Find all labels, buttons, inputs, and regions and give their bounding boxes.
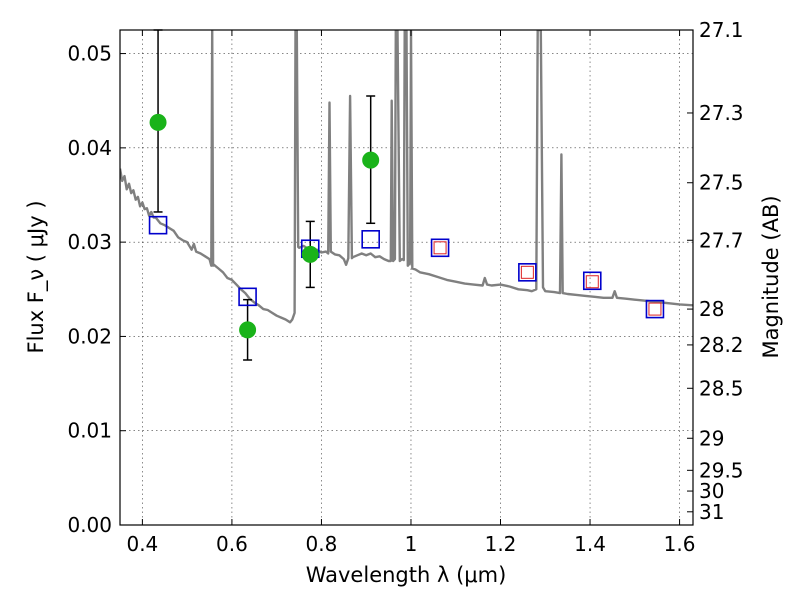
right-tick-label: 28 (699, 297, 724, 321)
x-tick-label: 0.4 (126, 532, 158, 556)
right-tick-label: 27.1 (699, 18, 744, 42)
x-tick-label: 0.8 (306, 532, 338, 556)
model-band-inner-square (585, 275, 599, 289)
model-band-square (361, 230, 380, 249)
right-tick-label: 28.2 (699, 333, 744, 357)
observed-point (362, 151, 380, 169)
x-tick-label: 1.2 (485, 532, 517, 556)
x-tick-label: 0.6 (216, 532, 248, 556)
right-tick-label: 27.3 (699, 101, 744, 125)
model-band-inner-square (433, 241, 447, 255)
model-band-square (148, 215, 168, 235)
y-tick-label: 0.03 (67, 230, 112, 254)
right-tick-label: 30 (699, 479, 724, 503)
y-tick-label: 0.01 (67, 419, 112, 443)
plot-frame (119, 29, 694, 526)
right-tick-label: 31 (699, 500, 724, 524)
y-tick-label: 0.00 (67, 513, 112, 537)
right-tick-label: 27.7 (699, 228, 744, 252)
spectrum-line (120, 30, 693, 324)
y-axis-label: Flux F_ν ( μJy ) (24, 200, 49, 353)
right-tick-label: 29 (699, 426, 724, 450)
model-band-inner-square (520, 265, 534, 279)
model-spectrum (120, 30, 693, 324)
x-axis-label: Wavelength λ (μm) (306, 563, 507, 587)
right-tick-label: 29.5 (699, 458, 744, 482)
right-tick-label: 28.5 (699, 376, 744, 400)
model-band-inner-square (648, 302, 662, 316)
model-band-square (430, 238, 450, 258)
x-axis-ticks: 0.4 0.6 0.8 1 1.2 1.4 1.6 (126, 30, 695, 556)
observed-point (149, 113, 167, 131)
y-tick-label: 0.05 (67, 42, 112, 66)
observed-point (239, 321, 257, 339)
observed-point (301, 245, 319, 263)
right-axis-label: Magnitude (AB) (759, 195, 783, 358)
x-tick-label: 1 (405, 532, 418, 556)
model-band-square (582, 271, 602, 291)
y-axis-ticks: 0.00 0.01 0.02 0.03 0.04 0.05 (67, 42, 126, 537)
right-tick-label: 27.5 (699, 171, 744, 195)
y-tick-label: 0.04 (67, 136, 112, 160)
x-tick-label: 1.4 (574, 532, 606, 556)
model-band-square (645, 299, 665, 319)
model-band-square (518, 263, 537, 282)
y-tick-label: 0.02 (67, 324, 112, 348)
model-band-square (238, 287, 257, 307)
x-tick-label: 1.6 (664, 532, 696, 556)
data-markers (148, 113, 665, 339)
